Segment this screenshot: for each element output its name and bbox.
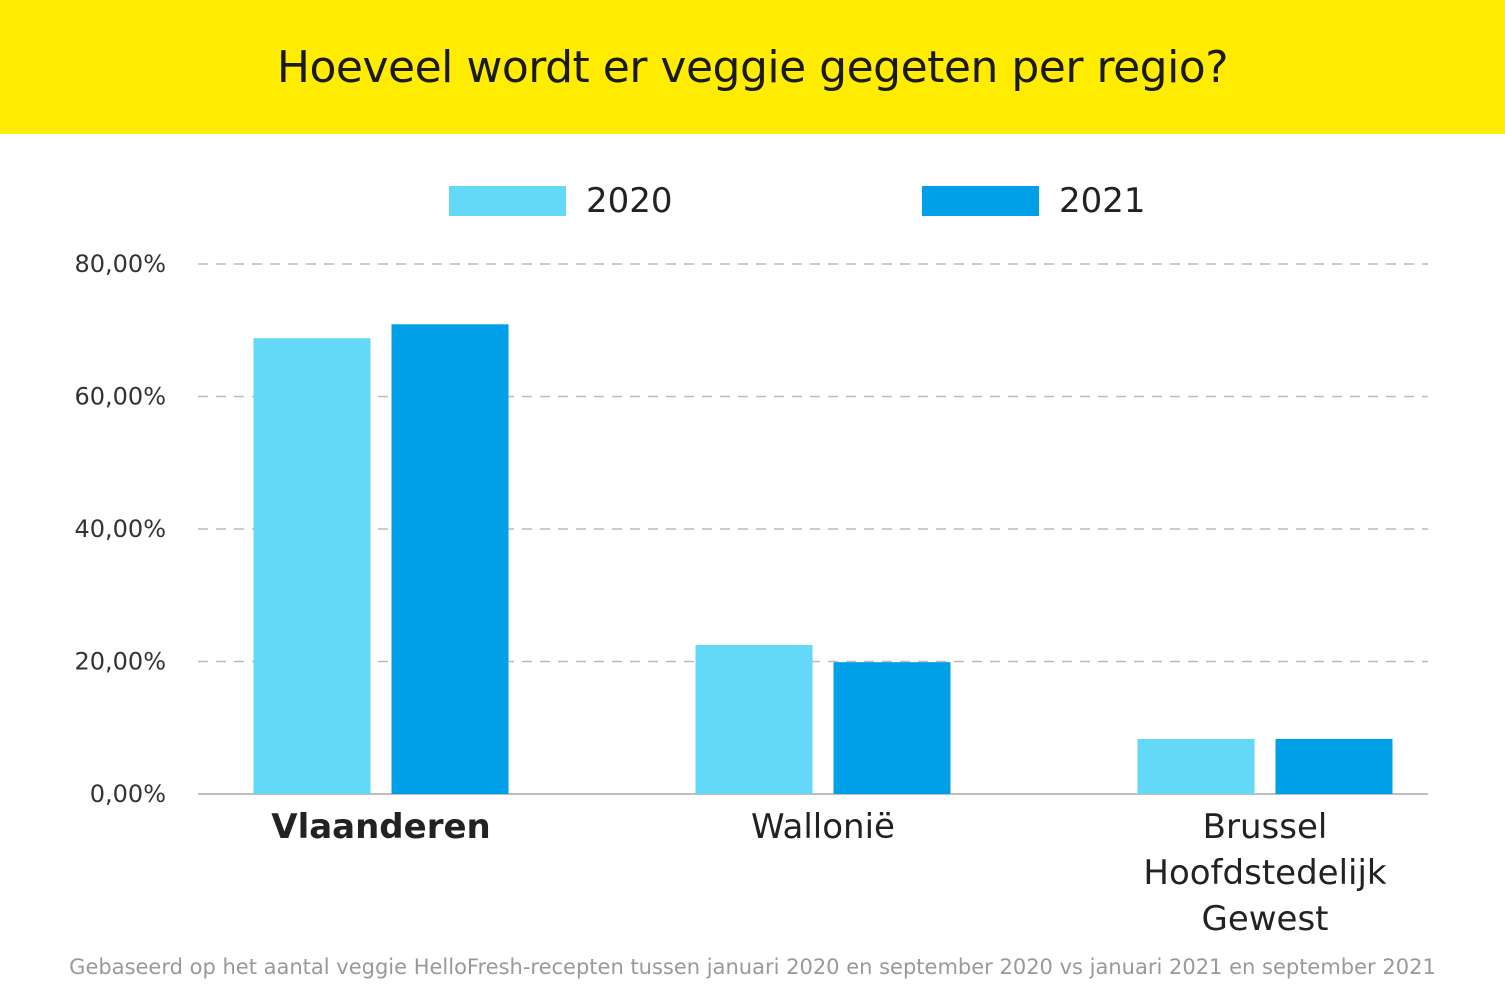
bar-2020-2: [1137, 739, 1255, 794]
legend-swatch-2020: [449, 186, 566, 216]
bar-2020-1: [695, 644, 813, 794]
x-category-label: Vlaanderen: [271, 807, 491, 847]
title-banner: Hoeveel wordt er veggie gegeten per regi…: [0, 0, 1505, 134]
legend-label-2021: 2021: [1059, 181, 1146, 221]
y-tick-label: 20,00%: [74, 648, 166, 676]
footnote: Gebaseerd op het aantal veggie HelloFres…: [69, 955, 1436, 979]
legend-item-2021: 2021: [922, 181, 1146, 221]
bar-2021-0: [391, 324, 509, 794]
x-category-label: Hoofdstedelijk: [1143, 853, 1387, 893]
legend-item-2020: 2020: [449, 181, 673, 221]
x-category-label: Brussel: [1203, 807, 1328, 847]
y-tick-label: 60,00%: [74, 383, 166, 411]
chart-title: Hoeveel wordt er veggie gegeten per regi…: [276, 41, 1229, 93]
x-category-label: Wallonië: [751, 807, 895, 847]
bar-2020-0: [253, 338, 371, 794]
y-tick-label: 0,00%: [90, 780, 166, 808]
y-tick-label: 40,00%: [74, 515, 166, 543]
legend-label-2020: 2020: [586, 181, 673, 221]
y-tick-label: 80,00%: [74, 250, 166, 278]
legend-swatch-2021: [922, 186, 1039, 216]
bar-2021-1: [833, 662, 951, 794]
bar-2021-2: [1275, 739, 1393, 794]
x-category-label: Gewest: [1201, 899, 1328, 939]
